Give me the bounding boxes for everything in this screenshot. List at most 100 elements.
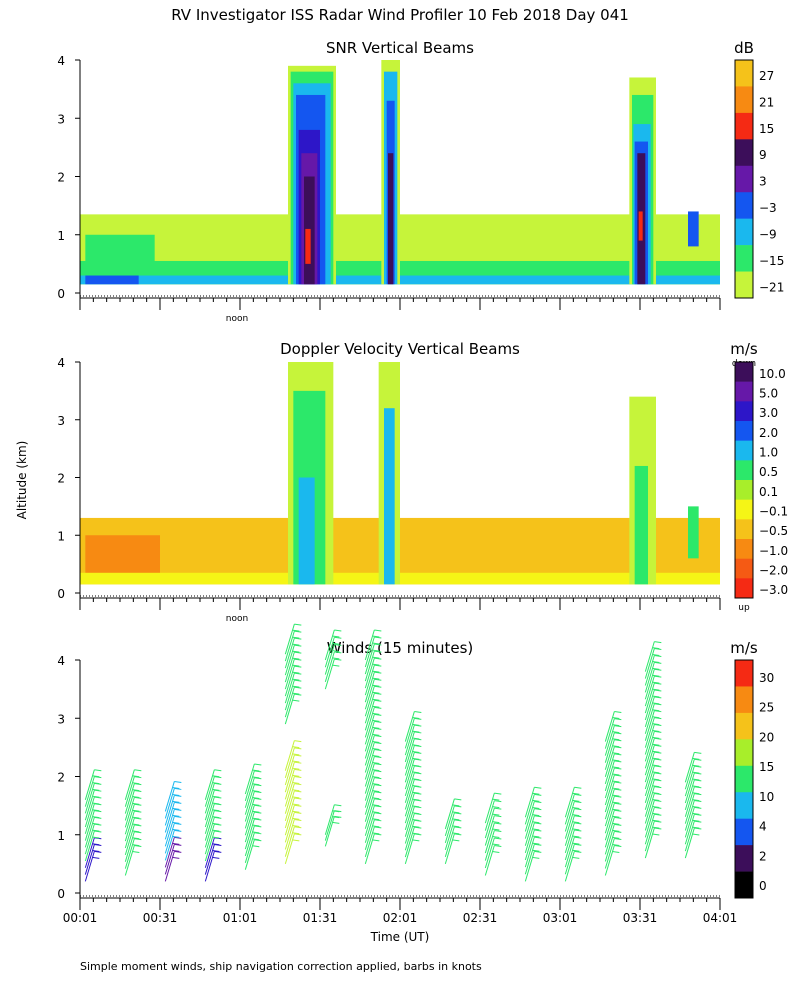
winds-barb-flag xyxy=(574,815,582,818)
winds-barb xyxy=(244,839,255,870)
winds-barb-flag xyxy=(694,758,702,761)
winds-barb-flag xyxy=(654,827,662,830)
winds-barb-flag xyxy=(572,792,580,795)
snr-y-tick-label: 4 xyxy=(57,54,65,68)
winds-barb-flag xyxy=(534,786,542,789)
winds-barb-flag xyxy=(374,706,382,709)
winds-barb xyxy=(404,826,415,858)
winds-barb-flag xyxy=(252,803,260,806)
winds-barb-flag xyxy=(214,803,222,806)
winds-barb-flag xyxy=(652,826,660,829)
doppler-colorbar-label: −0.1 xyxy=(759,504,788,518)
winds-barb xyxy=(364,714,375,745)
winds-barb-flag xyxy=(612,766,620,769)
winds-barb xyxy=(364,679,375,710)
winds-barb xyxy=(84,817,95,848)
winds-barb-flag xyxy=(414,745,422,748)
winds-barb-flag xyxy=(534,829,542,832)
winds-barb-flag xyxy=(92,788,100,791)
winds-barb xyxy=(604,746,615,777)
winds-barb-flag xyxy=(332,642,340,645)
winds-barb xyxy=(524,844,535,875)
winds-barb xyxy=(604,767,615,799)
winds-barb xyxy=(364,629,375,661)
winds-barb xyxy=(404,752,415,783)
doppler-colorbar-label: 0.1 xyxy=(759,485,778,499)
winds-barb-flag xyxy=(92,802,100,805)
doppler-colorbar-label: −2.0 xyxy=(759,563,788,577)
winds-barb-flag xyxy=(174,815,182,818)
winds-barb xyxy=(164,851,175,882)
winds-barb-flag xyxy=(294,672,302,675)
winds-barb xyxy=(564,794,575,825)
winds-barb-flag xyxy=(174,822,182,825)
winds-barb xyxy=(644,779,655,810)
winds-barb-flag xyxy=(654,737,662,740)
doppler-colorbar-label: 10.0 xyxy=(759,367,786,381)
winds-barb xyxy=(644,772,655,803)
winds-barb-flag xyxy=(92,829,100,832)
winds-barb-flag xyxy=(654,675,662,678)
winds-barb-flag xyxy=(574,822,582,825)
winds-barb xyxy=(604,718,615,749)
winds-barb-flag xyxy=(492,836,500,839)
winds-barb-flag xyxy=(294,790,302,793)
winds-barb-flag xyxy=(292,664,300,667)
winds-barb xyxy=(644,655,655,686)
winds-barb-flag xyxy=(494,807,502,810)
winds-barb-flag xyxy=(694,786,702,789)
winds-barb-flag xyxy=(334,658,342,661)
winds-barb-flag xyxy=(252,838,260,841)
winds-barb xyxy=(524,836,535,868)
winds-barb-flag xyxy=(414,765,422,768)
winds-barb-flag xyxy=(612,843,620,846)
winds-barb xyxy=(644,807,655,838)
winds-barb xyxy=(284,740,295,771)
winds-barb-flag xyxy=(254,791,262,794)
winds-barb xyxy=(684,779,695,811)
winds-barb xyxy=(484,837,495,869)
winds-barb xyxy=(604,803,615,834)
winds-barb-flag xyxy=(174,850,182,853)
winds-barb-flag xyxy=(612,773,620,776)
winds-barb xyxy=(604,796,615,827)
winds-barb-flag xyxy=(212,816,220,819)
doppler-colorbar-label: −3.0 xyxy=(759,583,788,597)
winds-barb-flag xyxy=(614,732,622,735)
winds-barb-flag xyxy=(452,825,460,828)
winds-colorbar-segment xyxy=(735,712,753,740)
winds-barb-flag xyxy=(174,787,182,790)
winds-barb-flag xyxy=(374,664,382,667)
winds-barb-flag xyxy=(374,727,382,730)
winds-barb xyxy=(404,765,415,797)
winds-barb xyxy=(364,700,375,731)
winds-barb-flag xyxy=(654,689,662,692)
winds-barb xyxy=(124,790,135,821)
winds-barb xyxy=(284,679,295,711)
winds-barb xyxy=(284,769,295,800)
winds-barb-flag xyxy=(612,815,620,818)
winds-barb-flag xyxy=(252,845,260,848)
winds-barb-flag xyxy=(654,793,662,796)
winds-barb xyxy=(84,776,95,807)
winds-barb-flag xyxy=(572,856,580,859)
winds-barb-flag xyxy=(134,845,142,848)
winds-x-tick-label: 03:01 xyxy=(543,911,578,925)
winds-barb-flag xyxy=(92,822,100,825)
winds-barb-flag xyxy=(292,650,300,653)
winds-barb-flag xyxy=(132,795,140,798)
winds-barb xyxy=(164,830,175,861)
winds-barb-flag xyxy=(212,822,220,825)
winds-barb-flag xyxy=(212,795,220,798)
winds-barb-flag xyxy=(174,794,182,797)
winds-barb xyxy=(244,825,255,857)
winds-barb xyxy=(524,787,535,818)
winds-barb xyxy=(204,824,215,855)
winds-barb-flag xyxy=(652,723,660,726)
snr-cell xyxy=(688,211,699,247)
winds-barb-flag xyxy=(614,767,622,770)
winds-barb xyxy=(404,779,415,810)
winds-barb-flag xyxy=(612,822,620,825)
winds-barb-flag xyxy=(292,767,300,770)
